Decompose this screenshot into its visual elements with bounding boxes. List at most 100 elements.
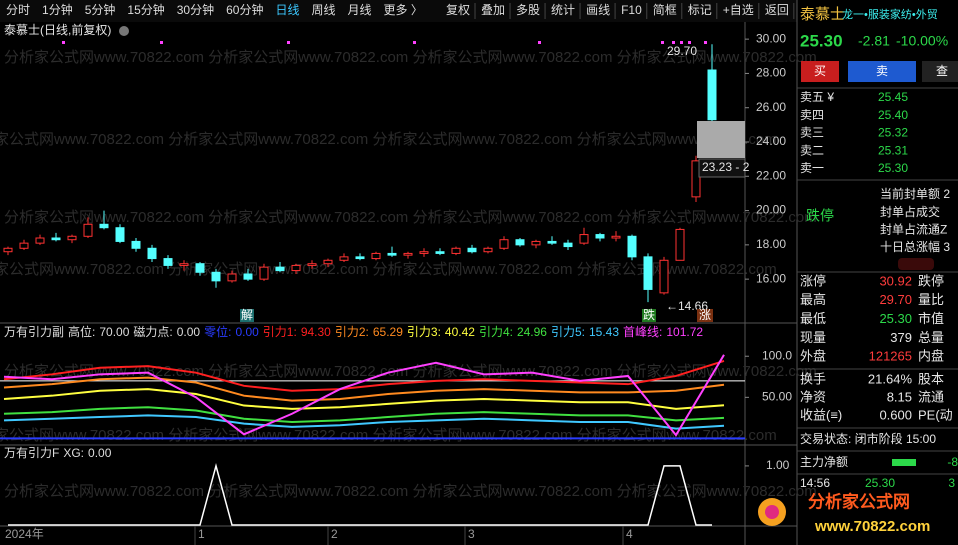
- tool-button[interactable]: 叠加: [481, 3, 505, 17]
- y-tick-label: 16.00: [756, 271, 786, 285]
- tick-price: 25.30: [865, 476, 895, 490]
- indicator-line: [3, 354, 725, 437]
- signal: 解: [241, 308, 253, 322]
- legend-title: 万有引力副: [4, 325, 64, 339]
- candle-body: [403, 252, 413, 256]
- dot: [538, 41, 541, 44]
- period-tab[interactable]: 1分钟: [42, 2, 73, 17]
- tool-button[interactable]: +自选: [723, 3, 754, 17]
- candle-body: [83, 223, 93, 237]
- stat-label: 流通: [918, 389, 944, 404]
- candle-body: [307, 263, 317, 266]
- collapse[interactable]: [898, 258, 934, 270]
- query-button[interactable]: [922, 61, 958, 82]
- buy-text[interactable]: 买: [814, 64, 826, 78]
- candle-body: [35, 237, 45, 244]
- period-tab[interactable]: 月线: [348, 3, 372, 17]
- stat-label: 现量: [800, 330, 826, 345]
- main-net: 主力净额: [800, 455, 848, 469]
- y-tick-label: 50.00: [762, 390, 792, 404]
- indicator-line: [3, 388, 725, 410]
- candle-body: [691, 160, 701, 198]
- legend-name: 引力3:: [407, 325, 441, 339]
- period-tab[interactable]: 更多 〉: [384, 3, 423, 17]
- candle-body: [275, 266, 285, 272]
- seal-row: 十日总涨幅 3: [880, 239, 950, 254]
- query-text[interactable]: 查: [936, 64, 948, 78]
- tick-time: 14:56: [800, 476, 830, 490]
- y-tick-label: 20.00: [756, 203, 786, 217]
- legend-name: XG:: [63, 446, 84, 460]
- candle-body: [51, 237, 61, 241]
- candle-body: [483, 247, 493, 253]
- price-chart: 30.00 28.00 26.00 24.00 22.00 20.00 18.00 16.00: [3, 31, 786, 303]
- watermark: 分析家公式网www.70822.com 分析家公式网www.70822.com …: [0, 427, 777, 444]
- net-bar: [892, 459, 916, 466]
- candle-body: [659, 259, 669, 294]
- tool-button[interactable]: 统计: [551, 3, 575, 17]
- dot: [672, 41, 675, 44]
- tool-button[interactable]: 简框: [653, 3, 677, 17]
- period-tab[interactable]: 15分钟: [127, 2, 164, 17]
- tool-button[interactable]: F10: [621, 3, 642, 17]
- seal-row: 封单占流通Z: [880, 221, 947, 236]
- period-tab[interactable]: 周线: [311, 3, 335, 17]
- quote-panel: 泰慕士 龙一•服装家纺•外贸 25.30 -2.81 -10.00% 买 卖 查…: [758, 6, 958, 535]
- y-tick-label: 24.00: [756, 134, 786, 148]
- watermark: 分析家公式网www.70822.com 分析家公式网www.70822.com …: [0, 131, 777, 148]
- candle-body: [595, 234, 605, 239]
- candle-body: [291, 264, 301, 272]
- stat-value: 0.600: [879, 407, 912, 422]
- candle-body: [467, 247, 477, 253]
- candle-body: [3, 247, 13, 253]
- toolbar-items: 分时 1分钟 5分钟 15分钟 30分钟 60分钟 日线 周线 月线 更多 〉 复权 叠加 多股 统计 画线…: [6, 2, 795, 19]
- dot: [688, 41, 691, 44]
- watermark: 分析家公式网www.70822.com 分析家公式网www.70822.com …: [0, 261, 777, 278]
- tool-button[interactable]: 标记: [688, 3, 712, 17]
- candle-body: [179, 263, 189, 266]
- candle-body: [339, 256, 349, 261]
- stat-label: 净资: [800, 389, 826, 404]
- trade-state: 交易状态: 闭市阶段 15:00: [800, 431, 936, 446]
- signal: 涨: [699, 307, 711, 322]
- book-price: 25.30: [878, 161, 908, 175]
- period-tab[interactable]: 60分钟: [226, 2, 263, 17]
- tool-button[interactable]: 画线: [586, 3, 610, 17]
- sell-text[interactable]: 卖: [876, 64, 888, 78]
- overlay-box: [697, 121, 745, 158]
- watermark: 分析家公式网www.70822.com 分析家公式网www.70822.com …: [4, 209, 817, 226]
- candle-body: [547, 240, 557, 244]
- dot: [287, 41, 290, 44]
- xg-line: [8, 463, 712, 526]
- legend-name: 引力4:: [479, 325, 513, 339]
- change-pct: -10.00%: [896, 33, 948, 49]
- stat-label: 换手: [800, 371, 826, 386]
- tick-vol: 3: [948, 476, 955, 490]
- period-tab[interactable]: 30分钟: [177, 2, 214, 17]
- book-price: 25.40: [878, 108, 908, 122]
- candle-body: [675, 228, 685, 261]
- legend-name: 零位:: [204, 324, 231, 339]
- period-tab[interactable]: 日线: [275, 3, 299, 17]
- period-tab[interactable]: 5分钟: [85, 2, 116, 17]
- legend-value: 70.00: [99, 325, 129, 339]
- buy-button[interactable]: [801, 61, 839, 82]
- candle-body: [195, 263, 205, 273]
- tool-button[interactable]: 复权: [446, 3, 470, 17]
- period-tab[interactable]: 分时: [6, 3, 30, 17]
- tool-button[interactable]: 多股: [516, 3, 540, 17]
- tool-button[interactable]: 返回: [765, 3, 789, 17]
- dot: [62, 41, 65, 44]
- signal-box: [642, 309, 656, 322]
- y-tick-label: 26.00: [756, 100, 786, 114]
- legend-name: 首峰线:: [623, 325, 662, 339]
- dot: [704, 41, 707, 44]
- dot: [680, 41, 683, 44]
- stat-label: PE(动: [918, 407, 953, 422]
- mid-label: 23.23 - 2: [702, 160, 750, 174]
- seal-row: 当前封单额 2: [880, 186, 950, 201]
- y-tick-label: 1.00: [766, 458, 790, 472]
- sell-button[interactable]: [848, 61, 916, 82]
